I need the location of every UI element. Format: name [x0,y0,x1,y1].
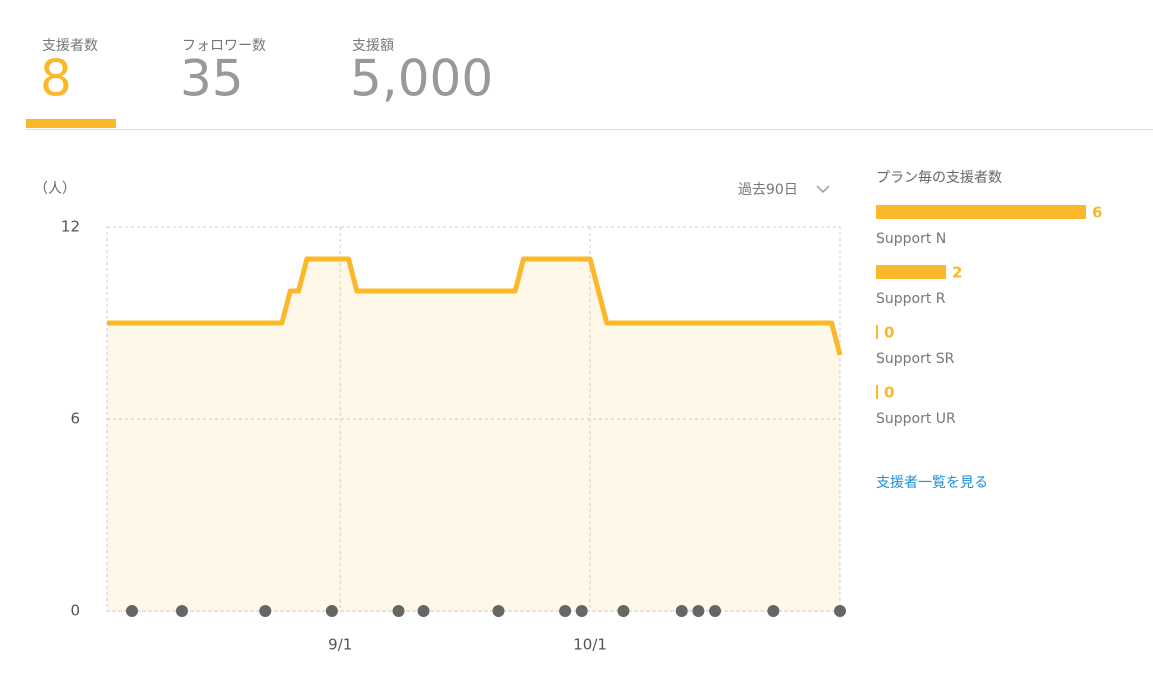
plans-title: プラン毎の支援者数 [876,170,1002,186]
tab-value[interactable]: 5,000 [350,50,493,108]
plan-name: Support UR [876,411,956,427]
tab-value[interactable]: 35 [180,50,244,108]
tab-label[interactable]: フォロワー数 [182,38,266,54]
event-dot [834,605,846,617]
event-dot [675,605,688,617]
plan-bar [876,385,878,399]
plan-name: Support R [876,291,946,307]
tab-value[interactable]: 8 [40,50,72,108]
period-select[interactable]: 過去90日 [738,182,798,198]
plan-bar [876,265,946,279]
plan-bar [876,205,1086,219]
supporters-link[interactable]: 支援者一覧を見る [876,474,988,491]
plan-value: 0 [884,324,894,342]
tab-label[interactable]: 支援者数 [42,38,98,54]
event-dot [392,605,405,617]
plan-value: 0 [884,384,894,402]
plan-value: 6 [1092,204,1102,222]
event-dot [767,605,780,617]
area [107,259,840,611]
event-dot [692,605,705,617]
event-dot [259,605,272,617]
x-tick-label: 10/1 [573,636,607,654]
event-dot [325,605,338,617]
y-unit: （人） [34,181,76,197]
plan-value: 2 [952,264,962,282]
x-tick-label: 9/1 [328,636,352,654]
dropdown-icon[interactable] [816,185,830,194]
event-dot [575,605,588,617]
y-tick-label: 12 [61,218,80,236]
event-dot [175,605,188,617]
plan-name: Support N [876,231,946,247]
event-dot [125,605,138,617]
y-tick-label: 6 [70,410,80,428]
tab-label[interactable]: 支援額 [352,38,394,54]
plan-name: Support SR [876,351,955,367]
event-dot [492,605,505,617]
event-dot [559,605,572,617]
y-tick-label: 0 [70,602,80,620]
plan-bar [876,325,878,339]
event-dot [709,605,722,617]
line [107,256,843,356]
event-dot [617,605,630,617]
event-dot [417,605,430,617]
tab-underline [26,119,116,128]
